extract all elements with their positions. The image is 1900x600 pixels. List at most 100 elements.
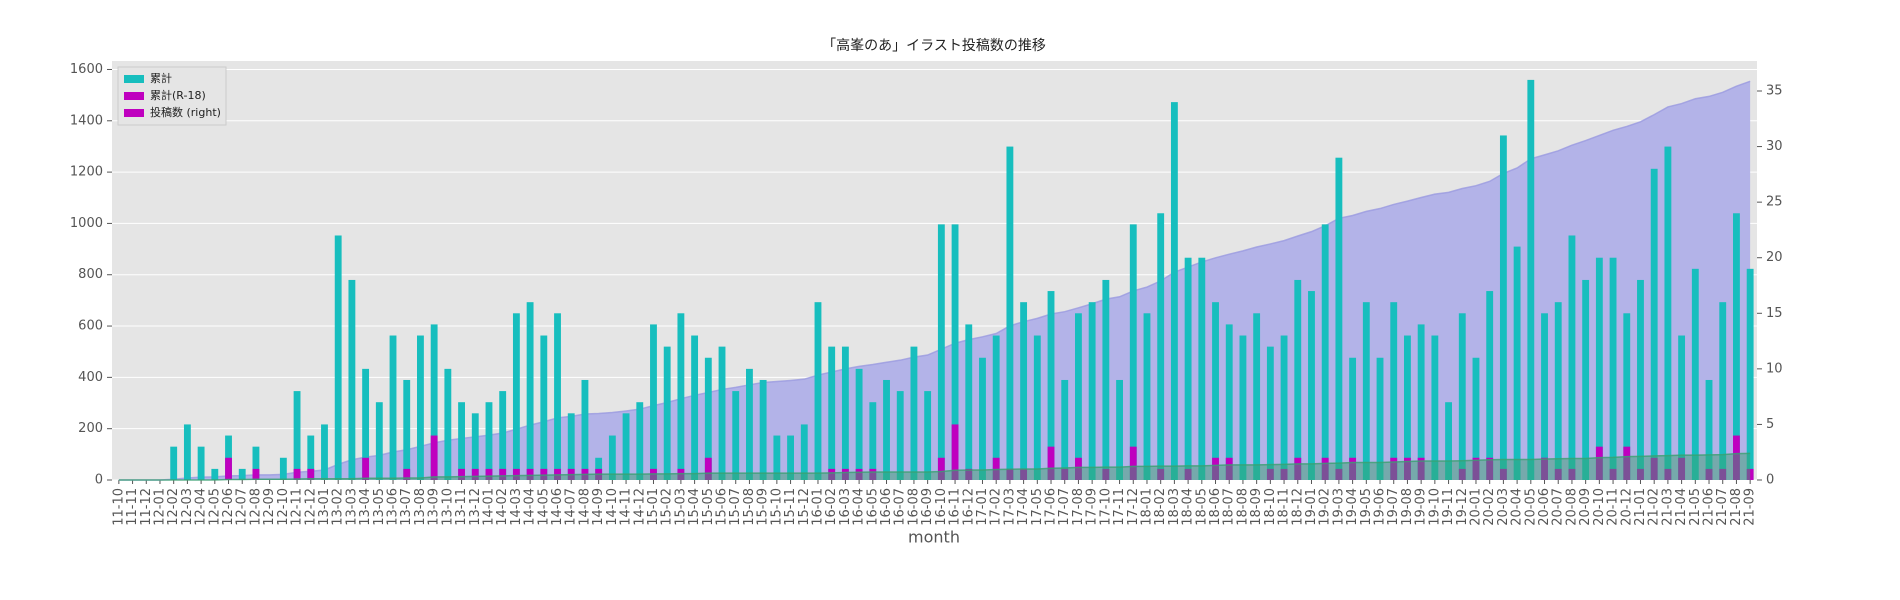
- bar: [170, 446, 178, 480]
- bar: [471, 468, 479, 480]
- x-tick-label: 15-05: [701, 488, 716, 526]
- bar: [1294, 279, 1302, 480]
- y2-tick-label: 10: [1766, 361, 1783, 376]
- x-tick-label: 15-09: [756, 488, 771, 526]
- x-tick-label: 17-08: [1071, 488, 1086, 526]
- x-tick-label: 12-01: [152, 488, 167, 526]
- bar: [663, 346, 671, 480]
- legend-swatch: [124, 92, 144, 100]
- bar: [1335, 157, 1343, 480]
- bar: [1280, 335, 1288, 480]
- x-tick-label: 20-11: [1606, 488, 1621, 526]
- bar: [1554, 302, 1562, 480]
- x-tick-label: 20-10: [1592, 488, 1607, 526]
- bar: [1733, 213, 1740, 480]
- bar: [293, 468, 301, 480]
- x-tick-label: 12-02: [166, 488, 181, 526]
- bar: [1664, 146, 1672, 480]
- x-tick-label: 19-08: [1400, 488, 1415, 526]
- x-tick-label: 20-07: [1551, 488, 1566, 526]
- bar: [1678, 335, 1686, 480]
- x-tick-label: 19-07: [1386, 488, 1401, 526]
- x-tick-label: 16-02: [824, 488, 839, 526]
- x-tick-label: 15-06: [715, 488, 730, 526]
- bar: [389, 335, 397, 480]
- bar: [1184, 257, 1192, 480]
- x-tick-label: 20-12: [1619, 488, 1634, 526]
- bar: [1513, 246, 1521, 480]
- x-tick-label: 13-04: [358, 488, 373, 526]
- y2-tick-label: 15: [1766, 306, 1783, 321]
- bar: [1075, 313, 1082, 480]
- x-tick-label: 18-10: [1263, 488, 1278, 526]
- x-tick-label: 21-05: [1688, 488, 1703, 526]
- bar: [1143, 313, 1151, 480]
- bar: [540, 335, 548, 480]
- x-tick-label: 13-05: [372, 488, 387, 526]
- bar: [841, 346, 849, 480]
- x-tick-label: 11-12: [139, 488, 154, 526]
- bar: [375, 402, 383, 480]
- bar: [581, 379, 589, 480]
- bar: [1239, 335, 1247, 480]
- bar: [855, 368, 863, 480]
- bar: [567, 413, 575, 480]
- x-tick-label: 11-11: [125, 488, 140, 526]
- x-tick-label: 16-11: [948, 488, 963, 526]
- bar: [691, 335, 699, 480]
- bar: [883, 379, 890, 480]
- x-tick-label: 13-12: [468, 488, 483, 526]
- bar: [937, 224, 945, 480]
- bar: [1705, 379, 1713, 480]
- bar: [1390, 302, 1398, 480]
- bar: [1033, 335, 1041, 480]
- x-tick-label: 17-03: [1002, 488, 1017, 526]
- x-tick-label: 19-01: [1304, 488, 1319, 526]
- bar: [1609, 257, 1617, 480]
- x-tick-label: 15-01: [646, 488, 661, 526]
- bar: [1691, 268, 1699, 480]
- x-tick-label: 21-01: [1633, 488, 1648, 526]
- x-tick-label: 18-04: [1181, 488, 1196, 526]
- x-tick-label: 18-02: [1153, 488, 1168, 526]
- bar: [211, 468, 219, 480]
- x-tick-label: 12-10: [276, 488, 291, 526]
- bar: [1349, 357, 1357, 480]
- x-tick-label: 18-03: [1167, 488, 1182, 526]
- y2-tick-label: 35: [1766, 84, 1783, 99]
- bar: [1047, 291, 1055, 480]
- x-tick-label: 16-04: [852, 488, 867, 526]
- bar: [1746, 268, 1754, 480]
- bar: [1499, 135, 1507, 481]
- bar: [1458, 313, 1466, 480]
- x-tick-label: 16-07: [893, 488, 908, 526]
- x-tick-label: 16-06: [879, 488, 894, 526]
- bar: [403, 379, 411, 480]
- bar: [526, 302, 534, 480]
- bar: [759, 379, 767, 480]
- y-tick-label: 0: [95, 473, 103, 488]
- x-tick-label: 14-01: [481, 488, 496, 526]
- x-tick-label: 19-12: [1455, 488, 1470, 526]
- bar: [512, 313, 520, 480]
- x-tick-label: 15-10: [769, 488, 784, 526]
- bar: [1129, 224, 1137, 480]
- y-tick-label: 200: [78, 421, 103, 436]
- bar: [499, 468, 507, 480]
- bar: [704, 357, 712, 480]
- bar: [636, 402, 644, 480]
- bar: [677, 313, 685, 480]
- bar: [197, 446, 205, 480]
- x-tick-label: 16-09: [920, 488, 935, 526]
- bar: [1719, 302, 1727, 480]
- bar: [321, 424, 328, 480]
- bar: [1006, 146, 1014, 480]
- x-tick-label: 15-04: [687, 488, 702, 526]
- x-tick-label: 17-06: [1044, 488, 1059, 526]
- x-tick-label: 16-03: [838, 488, 853, 526]
- x-tick-label: 14-05: [536, 488, 551, 526]
- bar: [1212, 302, 1219, 480]
- bar: [307, 435, 315, 480]
- x-tick-label: 17-11: [1112, 488, 1127, 526]
